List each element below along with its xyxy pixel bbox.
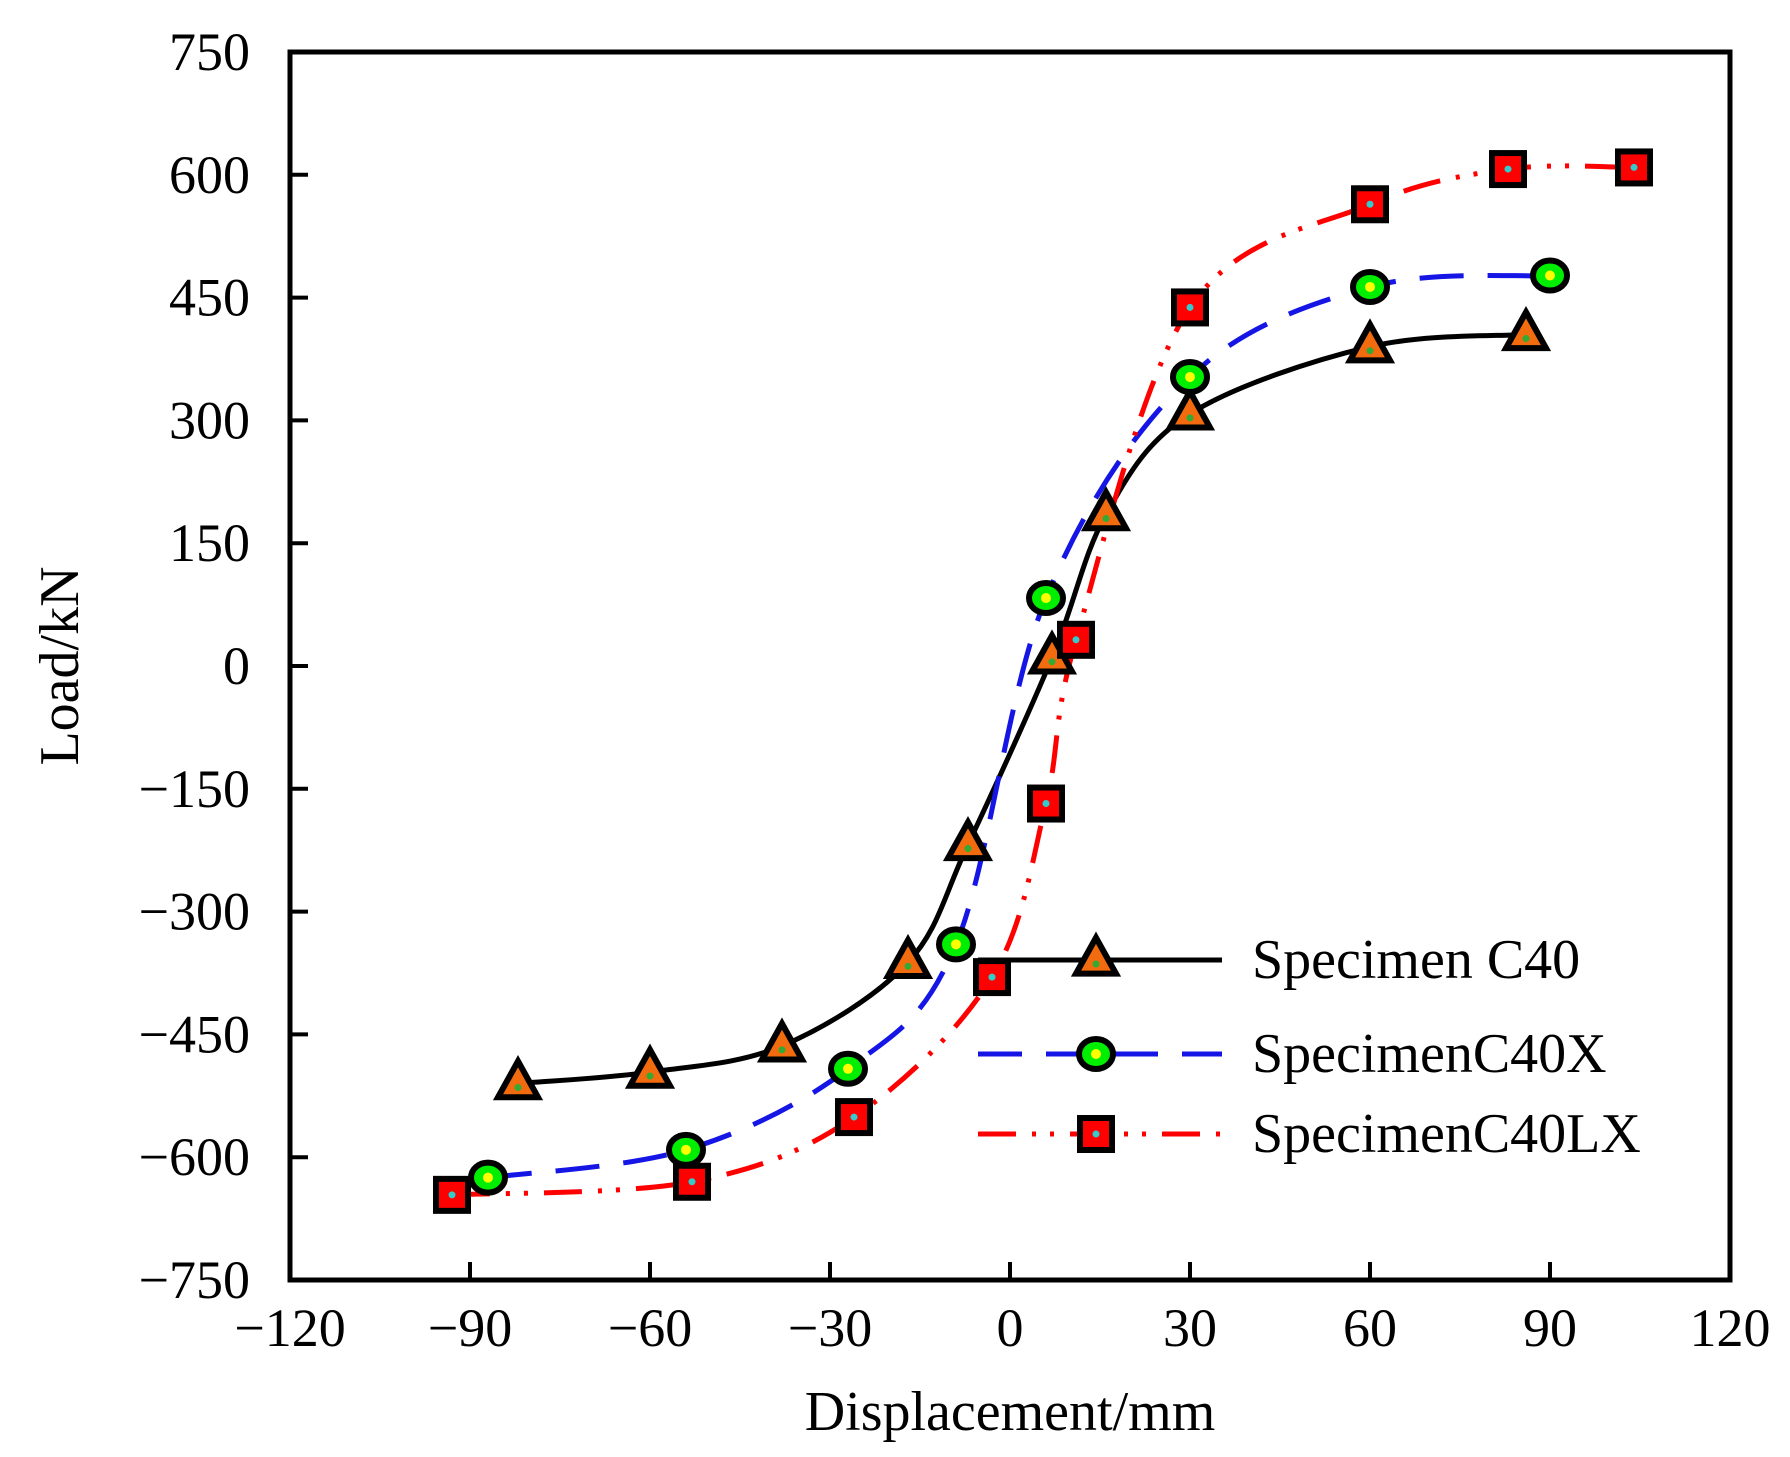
y-tick-label: −750 xyxy=(139,1250,250,1310)
data-point-c40-dot xyxy=(1366,347,1374,355)
data-point-c40-dot xyxy=(1522,334,1530,342)
x-tick-label: 0 xyxy=(997,1298,1024,1358)
data-point-c40lx xyxy=(1057,620,1095,659)
y-tick-label: −300 xyxy=(139,882,250,942)
x-tick-label: 120 xyxy=(1690,1298,1771,1358)
data-point-c40-dot xyxy=(646,1072,654,1080)
data-point-c40 xyxy=(1500,305,1552,352)
data-point-c40lx-dot xyxy=(1042,800,1050,808)
data-point-c40x-dot xyxy=(681,1144,691,1155)
y-tick-label: 600 xyxy=(169,145,250,205)
y-tick-label: 150 xyxy=(169,513,250,573)
legend-marker-c40lx xyxy=(1077,1115,1115,1153)
data-point-c40 xyxy=(756,1017,808,1063)
data-point-c40 xyxy=(942,815,994,862)
data-point-c40 xyxy=(624,1043,676,1089)
x-tick-label: 90 xyxy=(1523,1298,1577,1358)
data-point-c40-dot xyxy=(514,1084,522,1092)
data-point-c40x-dot xyxy=(1545,270,1555,281)
data-point-c40lx-dot xyxy=(850,1113,858,1121)
x-tick-label: 60 xyxy=(1343,1298,1397,1358)
y-tick-label: 750 xyxy=(169,22,250,82)
y-tick-label: 450 xyxy=(169,268,250,328)
legend: Specimen C40 SpecimenC40X SpecimenC40LX xyxy=(978,929,1641,1165)
legend-marker-c40x-dot xyxy=(1091,1049,1101,1059)
data-point-c40lx-dot xyxy=(1630,163,1638,171)
y-tick-label: 0 xyxy=(223,636,250,696)
legend-label-c40x: SpecimenC40X xyxy=(1252,1023,1607,1085)
data-point-c40lx-dot xyxy=(1186,303,1194,311)
y-axis-title: Load/kN xyxy=(29,566,91,765)
x-tick-label: −120 xyxy=(234,1298,345,1358)
data-point-c40x-dot xyxy=(1365,281,1375,292)
series-curves xyxy=(451,163,1635,1198)
data-point-c40lx xyxy=(1027,784,1065,823)
legend-label-c40lx: SpecimenC40LX xyxy=(1252,1103,1641,1165)
series-line-c40lx xyxy=(451,163,1635,1198)
data-point-c40x-dot xyxy=(951,939,961,950)
axes: −120 −90 −60 −30 0 30 60 90 1207506004503001500−… xyxy=(29,22,1771,1443)
data-point-c40 xyxy=(1080,486,1132,532)
data-point-c40lx-dot xyxy=(1072,636,1080,644)
x-tick-label: −60 xyxy=(608,1298,692,1358)
legend-marker-c40lx-dot xyxy=(1092,1130,1100,1138)
data-point-c40 xyxy=(1164,385,1216,431)
y-tick-label: −450 xyxy=(139,1004,250,1064)
data-point-c40-dot xyxy=(904,962,912,970)
data-point-c40x-dot xyxy=(483,1172,493,1183)
y-tick-label: −600 xyxy=(139,1127,250,1187)
data-point-c40lx-dot xyxy=(688,1178,696,1186)
data-point-c40x-dot xyxy=(1185,372,1195,383)
data-point-c40-dot xyxy=(1186,414,1194,422)
series-markers xyxy=(433,148,1653,1214)
x-tick-label: −30 xyxy=(788,1298,872,1358)
data-point-c40-dot xyxy=(778,1046,786,1054)
legend-label-c40: Specimen C40 xyxy=(1252,929,1580,991)
data-point-c40x-dot xyxy=(1041,593,1051,604)
series-line-c40x xyxy=(487,272,1551,1181)
data-point-c40 xyxy=(492,1055,544,1101)
x-tick-label: −90 xyxy=(428,1298,512,1358)
x-axis-title: Displacement/mm xyxy=(805,1381,1216,1443)
data-point-c40x-dot xyxy=(843,1063,853,1074)
data-point-c40-dot xyxy=(964,844,972,852)
y-tick-label: 300 xyxy=(169,390,250,450)
y-tick-label: −150 xyxy=(139,759,250,819)
data-point-c40lx-dot xyxy=(1366,200,1374,208)
legend-marker-c40 xyxy=(1070,931,1122,977)
series-line-c40 xyxy=(517,331,1527,1086)
data-point-c40 xyxy=(882,933,934,980)
legend-marker-c40-dot xyxy=(1092,960,1100,968)
data-point-c40-dot xyxy=(1102,515,1110,523)
data-point-c40-dot xyxy=(1048,658,1056,666)
data-point-c40lx-dot xyxy=(1504,165,1512,173)
data-point-c40lx-dot xyxy=(448,1191,456,1199)
x-tick-label: 30 xyxy=(1163,1298,1217,1358)
data-point-c40 xyxy=(1344,318,1396,364)
data-point-c40lx-dot xyxy=(988,973,996,981)
